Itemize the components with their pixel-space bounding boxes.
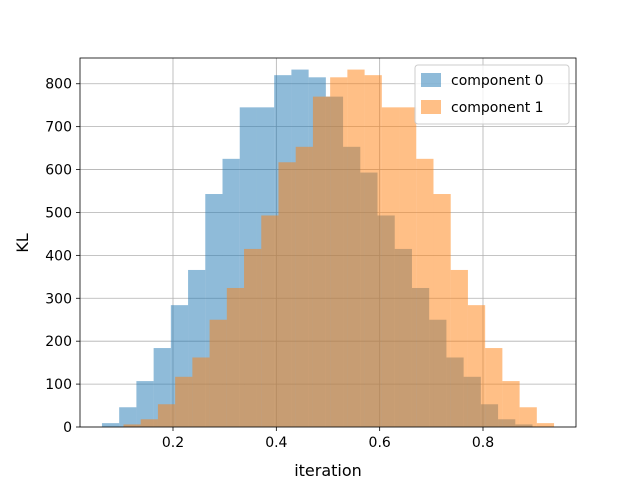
bars [101,69,555,428]
bar [244,248,262,427]
y-tick-label: 500 [45,205,72,221]
y-tick-label: 300 [45,291,72,307]
y-tick-label: 700 [45,120,72,136]
bar [157,404,176,427]
bar [226,287,245,427]
y-tick-label: 0 [63,420,72,436]
bar [261,215,279,427]
x-tick-label: 0.8 [472,435,494,451]
y-tick-label: 800 [45,77,72,93]
y-tick-label: 200 [45,334,72,350]
legend: component 0 component 1 [414,64,570,125]
bar [278,162,296,427]
bar [175,376,193,427]
legend-swatch-component-1 [421,100,441,114]
bar [140,419,158,427]
y-tick-label: 400 [45,248,72,264]
series-1 [123,69,555,428]
bar [502,381,520,427]
bar [519,407,537,427]
bar [467,305,486,427]
x-axis-label: iteration [294,461,362,480]
bar [312,96,331,428]
bar [536,423,555,427]
legend-swatch-component-0 [421,73,441,87]
legend-label-component-1: component 1 [451,100,544,116]
bar [485,348,503,427]
bar [416,158,434,427]
bar [295,146,313,427]
bar [209,319,227,427]
x-tick-label: 0.6 [369,435,391,451]
bar [381,107,400,428]
legend-label-component-0: component 0 [451,73,544,89]
bar [192,357,210,427]
bar [136,381,154,427]
y-tick-label: 100 [45,377,72,393]
legend-box [414,64,570,125]
bar [433,194,451,427]
bar [330,77,348,427]
x-tick-label: 0.4 [265,435,287,451]
bar [101,423,120,427]
bar [347,69,365,427]
x-tick-label: 0.2 [162,435,184,451]
bar [450,269,468,427]
plot-frame [79,57,577,428]
bar [119,407,137,427]
bar [399,107,417,428]
y-tick-label: 600 [45,163,72,179]
bar [123,424,141,427]
bar [364,75,382,428]
ticks: 0.2 0.4 0.6 0.8 0 100 200 300 400 500 600 700 800 [45,77,494,451]
y-axis-label: KL [13,233,32,252]
